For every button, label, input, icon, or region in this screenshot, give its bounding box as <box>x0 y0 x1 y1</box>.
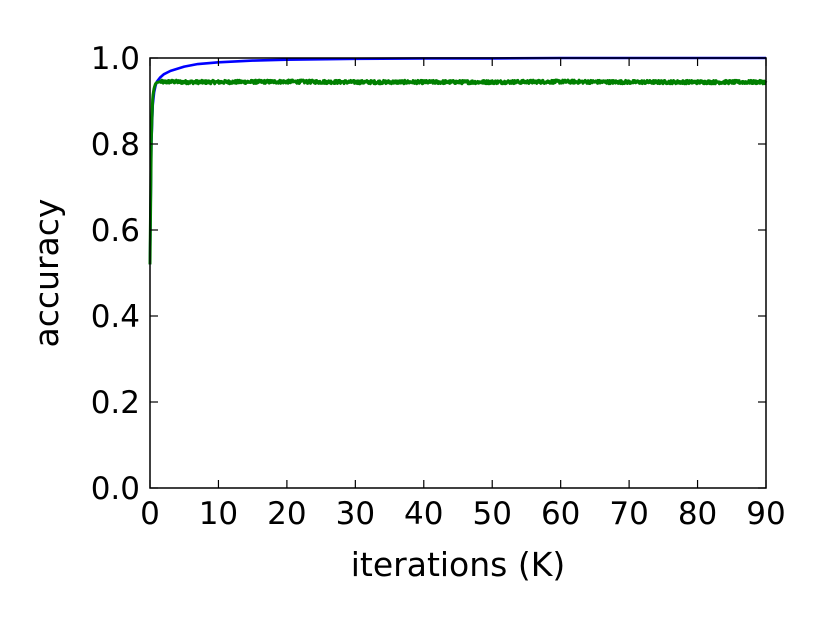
y-tick-label: 0.4 <box>91 299 140 335</box>
series-layer <box>148 56 768 265</box>
x-tick-label: 20 <box>267 496 306 532</box>
x-tick-label: 30 <box>336 496 375 532</box>
x-tick-label: 10 <box>199 496 238 532</box>
y-axis-label: accuracy <box>27 199 66 348</box>
y-tick-label: 0.6 <box>91 213 140 249</box>
x-tick-label: 70 <box>609 496 648 532</box>
y-tick-label: 0.8 <box>91 127 140 163</box>
x-tick-label: 0 <box>140 496 160 532</box>
x-tick-label: 60 <box>541 496 580 532</box>
y-tick-label: 0.2 <box>91 385 140 421</box>
series-line-2 <box>148 78 768 265</box>
x-tick-label: 50 <box>472 496 511 532</box>
x-tick-label: 80 <box>678 496 717 532</box>
y-tick-label: 0.0 <box>91 471 140 507</box>
x-tick-label: 90 <box>746 496 785 532</box>
y-tick-label: 1.0 <box>91 41 140 77</box>
x-tick-label: 40 <box>404 496 443 532</box>
x-axis-label: iterations (K) <box>351 545 565 584</box>
plot-frame <box>149 57 767 489</box>
ticks-layer: 0 10 20 30 40 50 60 70 80 90 0.0 0.2 0.4 0.6 0.8 1.0 <box>91 41 786 532</box>
series-line-1 <box>148 56 766 265</box>
